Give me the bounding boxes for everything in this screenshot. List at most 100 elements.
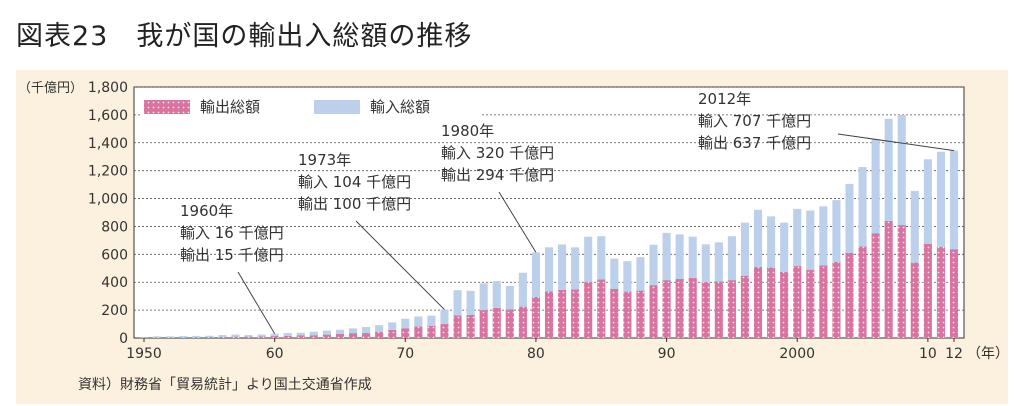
export-bar (296, 335, 305, 338)
x-tick-label: 10 (919, 346, 937, 362)
export-bar (923, 244, 932, 338)
y-axis-label: （千億円） (18, 80, 83, 96)
import-bar (675, 234, 684, 279)
import-bar (531, 252, 540, 298)
import-bar (492, 281, 501, 308)
import-bar (244, 335, 253, 337)
export-bar (780, 271, 789, 338)
import-bar (858, 167, 867, 247)
export-bar (166, 337, 175, 338)
import-bar (296, 332, 305, 336)
import-bar (701, 244, 710, 282)
x-tick-label: 80 (527, 346, 545, 362)
import-bar (845, 183, 854, 253)
export-bar (388, 329, 397, 338)
import-bar (649, 244, 658, 286)
export-bar (440, 324, 449, 338)
export-bar (832, 262, 841, 338)
import-bar (884, 118, 893, 221)
import-bar (153, 336, 162, 338)
import-bar (205, 335, 214, 338)
import-bar (819, 206, 828, 266)
export-bar (793, 266, 802, 338)
x-tick-label: 70 (396, 346, 414, 362)
export-bar (884, 220, 893, 338)
import-bar (440, 309, 449, 325)
y-tick-label: 800 (101, 219, 128, 235)
export-bar (348, 333, 358, 338)
import-bar (192, 335, 201, 338)
import-bar (518, 272, 527, 307)
import-bar (740, 222, 750, 276)
import-bar (714, 242, 723, 282)
import-bar (610, 258, 619, 289)
x-tick-label: 60 (266, 346, 284, 362)
import-bar (231, 334, 240, 337)
y-tick-label: 1,800 (88, 80, 128, 96)
export-bar (531, 297, 540, 338)
export-bar (636, 290, 645, 338)
export-bar (283, 335, 292, 338)
import-bar (257, 334, 266, 337)
export-bar (466, 314, 475, 338)
y-tick-label: 400 (101, 275, 128, 291)
export-bar (584, 281, 593, 338)
export-bar (597, 279, 606, 338)
legend-label-export: 輸出総額 (200, 98, 260, 116)
y-tick-label: 1,200 (88, 164, 128, 180)
annotation-line: 2012年 (698, 90, 751, 108)
export-bar (362, 332, 371, 338)
annotation-line: 1960年 (180, 202, 233, 220)
export-bar (427, 325, 436, 338)
export-bar (335, 333, 345, 338)
export-bar (949, 249, 959, 338)
import-bar (505, 285, 514, 310)
annotation-leader (355, 220, 445, 310)
import-bar (348, 328, 358, 334)
annotation-line: 輸出 100 千億円 (298, 195, 411, 213)
import-bar (871, 139, 880, 234)
export-bar (518, 306, 527, 338)
export-bar (153, 337, 162, 338)
annotation-leader (237, 271, 276, 334)
export-bar (610, 288, 619, 338)
import-bar (910, 190, 919, 263)
annotation-line: 輸出 294 千億円 (441, 166, 554, 184)
export-bar (740, 275, 750, 338)
export-bar (845, 252, 854, 338)
import-bar (688, 236, 697, 278)
import-bar (623, 261, 632, 292)
import-bar (218, 335, 227, 337)
export-bar (714, 281, 723, 338)
export-bar (806, 269, 815, 338)
export-bar (479, 310, 488, 338)
annotation-line: 輸入 104 千億円 (298, 173, 411, 191)
export-bar (819, 265, 828, 338)
import-bar (309, 331, 318, 336)
import-bar (636, 257, 645, 291)
import-bar (662, 232, 671, 281)
export-bar (453, 315, 462, 338)
export-bar (727, 280, 736, 338)
export-bar (309, 335, 318, 338)
export-bar (270, 335, 279, 338)
export-bar (701, 281, 710, 338)
annotation-line: 輸入 16 千億円 (180, 224, 284, 242)
annotation-line: 1980年 (441, 122, 494, 140)
page-title: 図表23 我が国の輸出入総額の推移 (16, 21, 473, 52)
import-bar (270, 333, 279, 336)
export-bar (571, 289, 580, 338)
export-bar (623, 291, 632, 338)
export-bar (662, 280, 671, 338)
export-bar (558, 289, 567, 338)
export-bar (753, 267, 763, 338)
export-bar (401, 328, 410, 338)
export-bar (492, 307, 501, 338)
export-bar (179, 337, 188, 338)
import-bar (335, 329, 345, 334)
export-bar (231, 336, 240, 338)
x-tick-label: 2000 (779, 346, 815, 362)
import-bar (479, 283, 488, 311)
legend-swatch-export (144, 100, 190, 114)
import-bar (923, 159, 932, 245)
